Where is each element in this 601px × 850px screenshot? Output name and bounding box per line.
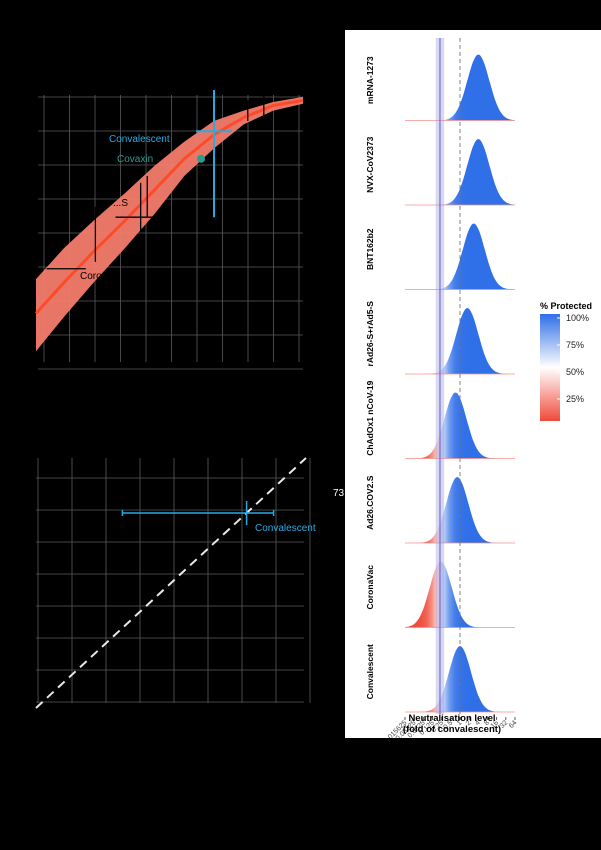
x-axis-title-line1: Neutralisation level [408, 713, 495, 724]
series-label: NVX-CoV2373 [365, 136, 375, 192]
scatter-edge-label: 73 [333, 488, 345, 499]
identity-line [35, 457, 307, 709]
efficacy-chart: Convalescent Covaxin ...S Coro [34, 90, 304, 370]
efficacy-grid [38, 95, 303, 370]
legend-label: 50% [566, 367, 584, 377]
covaxin-label: Covaxin [117, 154, 153, 165]
covaxin-point [197, 154, 206, 163]
scatter-chart: Convalescent 73 [35, 457, 345, 709]
legend-label: 25% [566, 394, 584, 404]
series-label: ChAdOx1 nCoV-19 [365, 380, 375, 455]
partial-error-bars [46, 95, 265, 270]
series-label: CoronaVac [365, 565, 375, 610]
x-tick-label: 8 [483, 719, 491, 727]
scatter-convalescent-label: Convalescent [255, 523, 316, 534]
legend-colorbar [540, 314, 560, 421]
protection-legend: % Protected 100% 75% 50% 25% [540, 301, 592, 421]
ridge-density-6 [405, 561, 515, 628]
fitted-curve [34, 98, 304, 315]
series-label: rAd26-S+rAd5-S [365, 301, 375, 367]
legend-label: 100% [566, 313, 589, 323]
ridgeline-chart: mRNA-1273 NVX-CoV2373 BNT162b2 rAd26-S+rAd5… [365, 38, 592, 745]
x-axis-title-line2: (fold of convalescent) [403, 724, 501, 735]
series-label: mRNA-1273 [365, 56, 375, 104]
efficacy-points [196, 90, 233, 218]
corona-partial-label: Coro [80, 271, 102, 282]
x-tick-label: 16 [490, 719, 501, 730]
legend-label: 75% [566, 340, 584, 350]
ridgeline-body: mRNA-1273 NVX-CoV2373 BNT162b2 rAd26-S+rAd5… [365, 38, 515, 714]
ridge-density-7 [405, 646, 515, 712]
convalescent-label: Convalescent [109, 134, 170, 145]
scatter-points [121, 501, 275, 525]
series-label: BNT162b2 [365, 228, 375, 270]
ridge-density-0 [405, 54, 515, 121]
ad26-partial-label: ...S [113, 198, 128, 209]
ridge-density-1 [405, 139, 515, 205]
x-tick-label: 2 [465, 719, 473, 727]
ridge-density-2 [405, 223, 515, 290]
legend-title: % Protected [540, 301, 592, 311]
scatter-grid [35, 458, 311, 708]
x-tick-label: 64 [508, 719, 519, 730]
ridgeline-panel: mRNA-1273 NVX-CoV2373 BNT162b2 rAd26-S+rAd5… [345, 30, 601, 745]
series-label: Convalescent [365, 644, 375, 699]
x-tick-label: 4 [474, 719, 482, 727]
x-tick-label: 1 [456, 719, 464, 727]
x-tick-label: 32 [499, 719, 510, 730]
x-tick-label: 0.5 [442, 719, 454, 731]
series-label: Ad26.COV2.S [365, 475, 375, 530]
